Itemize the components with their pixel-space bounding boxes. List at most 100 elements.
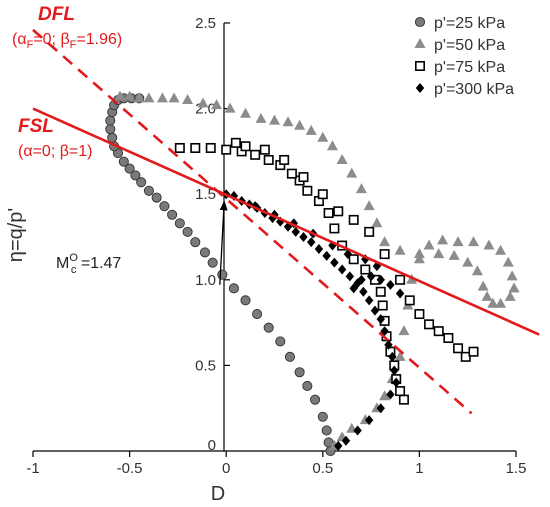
data-point [404,295,415,306]
data-point [307,237,316,248]
data-point [443,333,454,344]
y-tick-label: 1.5 [195,186,216,203]
data-point [168,92,180,103]
data-point [348,254,359,265]
data-point [133,92,145,103]
data-point [384,339,393,350]
data-point [259,144,270,155]
data-point [414,309,425,320]
data-point [190,142,201,153]
y-zero-label: 0 [208,437,216,454]
data-point [167,209,178,220]
y-axis-label: η=q/p' [5,208,27,262]
data-point [329,223,340,234]
data-point [337,264,347,275]
data-point [379,390,391,401]
data-point [322,250,331,261]
data-point [182,94,194,105]
reference-lines [32,28,540,415]
data-point [364,415,374,426]
data-point [495,297,507,308]
data-point [321,425,332,436]
data-point [294,367,305,378]
data-point [107,132,118,143]
data-point [317,411,328,422]
data-point [462,256,474,267]
data-point [495,244,507,255]
data-point [377,300,388,311]
data-point [330,257,339,268]
data-point [230,137,241,148]
data-point [284,351,296,362]
data-point [345,271,355,282]
data-point [348,214,359,225]
legend-label: p'=75 kPa [434,59,505,76]
data-point [398,325,410,336]
data-point [205,142,216,153]
data-point [506,270,518,281]
data-point [336,153,348,164]
data-point [481,290,493,301]
x-tick-label: 0.5 [312,460,333,477]
x-ticks: -1 -0.5 0 0.5 1 1.5 [26,451,526,477]
data-point [174,142,185,153]
data-point [105,115,116,126]
dfl-params: (αF=0; βF=1.96) [12,31,122,51]
data-point [364,226,375,237]
data-point [156,92,168,103]
data-point [376,274,385,285]
data-point [263,154,274,165]
dfl-line [32,28,473,415]
data-point [250,149,261,160]
data-point [460,351,471,362]
data-point [114,90,126,101]
data-point [130,170,141,181]
data-point [143,92,155,103]
data-point [305,124,317,135]
data-point [136,177,147,188]
y-tick-label: 1.0 [195,272,216,289]
mc-arrow [219,200,228,285]
dfl-label: DFL [38,4,75,25]
mc-label: MO c =1.47 [56,252,121,276]
data-point [317,131,329,142]
data-point [124,90,136,101]
data-point [228,283,239,294]
fsl-line [32,107,540,336]
data-point [252,308,263,320]
data-point [413,253,425,264]
data-point [483,239,495,250]
data-point [392,377,401,388]
data-point [363,200,375,211]
data-point [334,440,343,451]
data-point [471,265,483,276]
data-point [424,319,435,330]
data-point [376,314,385,325]
data-point [323,208,334,219]
data-point [423,239,435,250]
data-point [326,140,338,151]
data-point [437,234,449,245]
data-point [299,232,308,242]
data-point [467,236,479,247]
data-point [118,156,129,167]
data-point [294,119,306,130]
data-point [366,271,376,282]
data-point [380,326,389,337]
data-point [394,244,406,255]
data-point [395,288,405,299]
data-point [379,249,390,260]
data-point [240,141,251,152]
data-point [433,326,444,337]
data-point [413,248,425,259]
data-point [468,346,479,357]
data-point [341,435,351,446]
x-tick-label: 1 [415,460,423,477]
data-point [199,247,210,258]
data-point [291,226,300,237]
data-point [386,279,395,290]
data-point [282,116,294,127]
data-point [197,97,209,108]
data-point [333,206,344,217]
